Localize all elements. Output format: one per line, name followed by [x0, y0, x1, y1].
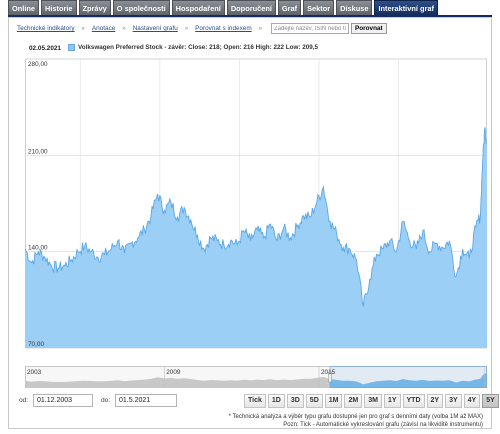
toolbar-separator: »: [122, 25, 126, 32]
zoom-5d-button[interactable]: 5D: [305, 394, 323, 408]
zoom-2y-button[interactable]: 2Y: [426, 394, 444, 408]
price-area-chart[interactable]: 280,00 210,00 140,00 70,00: [25, 57, 487, 353]
compare-index-link[interactable]: Porovnat s indexem: [195, 25, 252, 32]
tab-bar-underline: [8, 15, 492, 17]
zoom-ytd-button[interactable]: YTD: [402, 394, 425, 408]
to-label: do:: [101, 397, 111, 404]
compare-button[interactable]: Porovnat: [350, 23, 387, 34]
to-date-input[interactable]: [115, 394, 177, 407]
range-navigator[interactable]: 20032009201520: [25, 366, 487, 388]
tab-o-společnosti[interactable]: O společnosti: [112, 0, 170, 15]
zoom-1y-button[interactable]: 1Y: [383, 394, 401, 408]
y-tick-label: 140,00: [28, 245, 48, 252]
tab-interaktivní-graf[interactable]: Interaktivní graf: [374, 0, 438, 15]
tab-doporučení[interactable]: Doporučení: [226, 0, 276, 15]
zoom-3m-button[interactable]: 3M: [364, 394, 382, 408]
navigator-year-label: 2009: [166, 369, 181, 376]
zoom-4y-button[interactable]: 4Y: [463, 394, 481, 408]
navigator-year-label: 2015: [321, 369, 336, 376]
tab-online[interactable]: Online: [8, 0, 39, 15]
technical-indicators-link[interactable]: Technické indikátory: [17, 25, 75, 32]
navigator-area-history: [25, 377, 331, 388]
current-date: 02.05.2021: [29, 45, 61, 52]
tab-hospodaření[interactable]: Hospodaření: [171, 0, 225, 15]
zoom-tick-button[interactable]: Tick: [244, 394, 266, 408]
zoom-1m-button[interactable]: 1M: [324, 394, 343, 408]
chart-legend[interactable]: Volkswagen Preferred Stock - závěr: Clos…: [68, 44, 318, 51]
from-label: od:: [19, 397, 29, 404]
zoom-1d-button[interactable]: 1D: [267, 394, 285, 408]
from-date-input[interactable]: [33, 394, 93, 407]
navigator-handle-left[interactable]: [328, 371, 332, 383]
tab-historie[interactable]: Historie: [41, 0, 77, 15]
chart-settings-link[interactable]: Nastavení grafu: [132, 25, 178, 32]
annotations-link[interactable]: Anotace: [91, 25, 116, 32]
tab-sektor[interactable]: Sektor: [303, 0, 335, 15]
price-line: [25, 127, 487, 307]
toolbar-separator: »: [258, 25, 262, 32]
y-tick-label: 280,00: [28, 61, 48, 68]
zoom-3y-button[interactable]: 3Y: [445, 394, 462, 408]
range-controls: od: do: Tick1D3D5D1M2M3M1YYTD2Y3Y4Y5YMax: [9, 394, 499, 408]
zoom-5y-button[interactable]: 5Y: [482, 394, 499, 408]
price-area: [25, 127, 487, 348]
interactive-chart-panel: Technické indikátory » Anotace » Nastave…: [8, 17, 499, 429]
y-tick-label: 70,00: [28, 341, 44, 348]
footnotes: * Technická analýza a výběr typu grafu d…: [229, 413, 483, 429]
toolbar-separator: »: [81, 25, 85, 32]
footnote-technical: * Technická analýza a výběr typu grafu d…: [228, 414, 483, 420]
footnote-tick: Pozn: Tick - Automatické vykreslování gr…: [283, 422, 483, 428]
zoom-2m-button[interactable]: 2M: [344, 394, 363, 408]
zoom-buttons: Tick1D3D5D1M2M3M1YYTD2Y3Y4Y5YMax: [244, 394, 500, 408]
tab-graf[interactable]: Graf: [277, 0, 302, 15]
tab-diskuse[interactable]: Diskuse: [336, 0, 373, 15]
navigator-area-selected: [330, 373, 487, 388]
legend-label: Volkswagen Preferred Stock - závěr: Clos…: [78, 44, 318, 51]
instrument-search-input[interactable]: [270, 23, 349, 34]
tab-bar: Online Historie Zprávy O společnosti Hospoda…: [8, 0, 438, 15]
y-tick-label: 210,00: [28, 148, 48, 155]
zoom-3d-button[interactable]: 3D: [286, 394, 304, 408]
legend-swatch: [68, 44, 75, 51]
chart-toolbar: Technické indikátory » Anotace » Nastave…: [17, 22, 387, 35]
navigator-year-label: 2003: [27, 369, 42, 376]
tab-zprávy[interactable]: Zprávy: [78, 0, 111, 15]
navigator-selection[interactable]: [329, 366, 487, 388]
toolbar-separator: »: [184, 25, 189, 32]
